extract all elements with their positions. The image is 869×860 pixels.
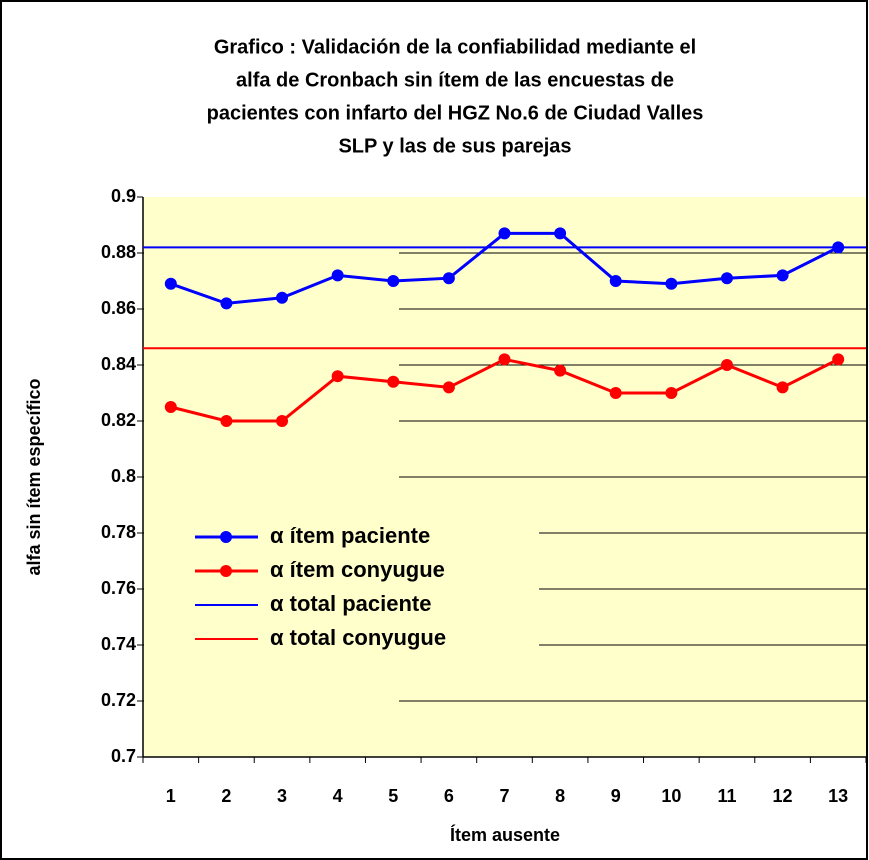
point: [720, 272, 733, 285]
y-tick-label: 0.86: [101, 298, 136, 318]
x-tick-label: 6: [444, 786, 454, 806]
x-tick-label: 13: [828, 786, 848, 806]
point: [498, 353, 511, 366]
x-tick-label: 2: [221, 786, 231, 806]
legend-label: α total conyugue: [270, 625, 446, 650]
point: [276, 415, 289, 427]
point: [164, 277, 177, 290]
point: [665, 387, 678, 399]
point: [665, 277, 678, 290]
point: [832, 241, 845, 254]
point: [609, 275, 622, 287]
x-tick-label: 11: [717, 786, 736, 806]
point: [554, 364, 567, 377]
point: [609, 387, 622, 399]
chart-title: alfa de Cronbach sin ítem de las encuest…: [236, 69, 674, 91]
point: [220, 415, 233, 427]
x-axis-title: Ítem ausente: [450, 824, 560, 845]
chart-title: Grafico : Validación de la confiabilidad…: [214, 36, 696, 58]
point: [776, 269, 789, 282]
y-tick-label: 0.7: [111, 746, 136, 766]
point: [220, 297, 233, 310]
point: [164, 401, 177, 413]
point: [442, 381, 455, 394]
x-tick-label: 4: [333, 786, 343, 806]
y-tick-label: 0.74: [101, 634, 136, 654]
y-tick-label: 0.84: [101, 354, 136, 374]
x-tick-label: 5: [388, 786, 398, 806]
point: [387, 375, 400, 388]
point: [331, 269, 344, 282]
chart-title: pacientes con infarto del HGZ No.6 de Ci…: [207, 102, 704, 124]
y-tick-label: 0.78: [101, 522, 136, 542]
point: [554, 227, 567, 240]
x-tick-label: 3: [277, 786, 287, 806]
legend-marker: [220, 531, 232, 543]
y-tick-label: 0.8: [111, 466, 136, 486]
legend-label: α ítem conyugue: [270, 557, 445, 582]
y-tick-label: 0.82: [101, 410, 136, 430]
legend-label: α ítem paciente: [270, 523, 430, 548]
y-tick-label: 0.72: [101, 690, 136, 710]
point: [832, 353, 845, 366]
y-tick-label: 0.9: [111, 186, 136, 206]
legend-label: α total paciente: [270, 591, 431, 616]
y-tick-label: 0.88: [101, 242, 136, 262]
x-tick-label: 1: [166, 786, 176, 806]
legend-marker: [220, 565, 232, 577]
y-tick-label: 0.76: [101, 578, 136, 598]
point: [276, 291, 289, 304]
point: [331, 370, 344, 383]
x-tick-label: 12: [773, 786, 793, 806]
x-tick-label: 8: [555, 786, 565, 806]
point: [442, 272, 455, 285]
chart-title: SLP y las de sus parejas: [338, 135, 571, 157]
point: [720, 359, 733, 371]
x-tick-label: 10: [661, 786, 681, 806]
point: [387, 275, 400, 287]
point: [776, 381, 789, 394]
x-tick-label: 9: [611, 786, 621, 806]
point: [498, 227, 511, 240]
y-axis-title: alfa sin ítem específico: [24, 378, 44, 575]
x-tick-label: 7: [499, 786, 509, 806]
